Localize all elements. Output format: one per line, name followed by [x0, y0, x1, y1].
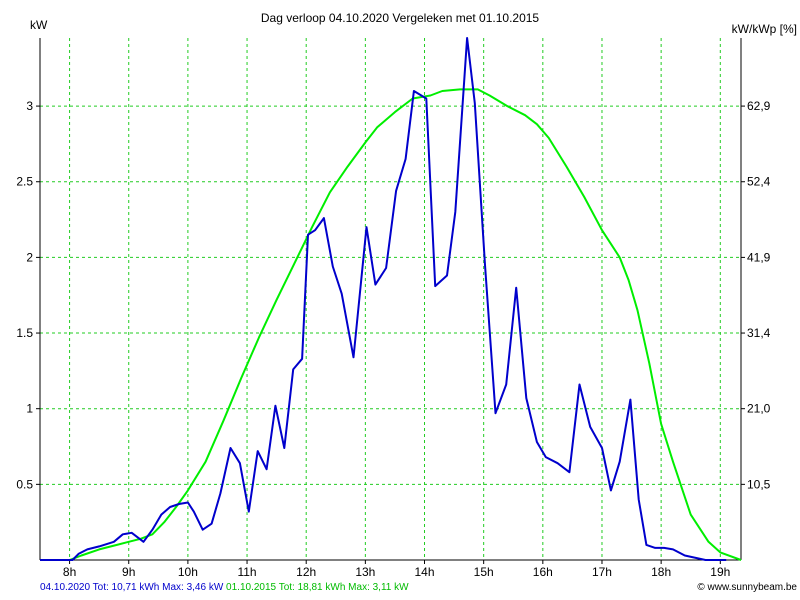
grid: [40, 38, 741, 560]
x-tick-label-17h: 17h: [592, 565, 612, 579]
y-tick-label-left-0.5: 0.5: [16, 477, 33, 491]
x-tick-label-19h: 19h: [710, 565, 730, 579]
series-lines: [40, 37, 742, 561]
footer-credit: © www.sunnybeam.be: [697, 582, 797, 593]
legend-2020: 04.10.2020 Tot: 10,71 kWh Max: 3,46 kW: [40, 582, 224, 593]
y-tick-label-left-2.5: 2.5: [16, 175, 33, 189]
y-tick-label-right-52,4: 52,4: [747, 175, 771, 189]
legend-2015: 01.10.2015 Tot: 18,81 kWh Max: 3,11 kW: [226, 582, 409, 593]
y-tick-label-right-41,9: 41,9: [747, 250, 771, 264]
y-axis-left-label: kW: [30, 18, 48, 32]
y-tick-label-left-3: 3: [26, 99, 33, 113]
y-axis-right-label: kW/kWp [%]: [732, 22, 797, 36]
x-tick-label-15h: 15h: [474, 565, 494, 579]
y-tick-label-right-62,9: 62,9: [747, 99, 771, 113]
x-tick-label-18h: 18h: [651, 565, 671, 579]
x-tick-label-9h: 9h: [122, 565, 135, 579]
y-tick-label-left-2: 2: [26, 250, 33, 264]
y-tick-label-right-21,0: 21,0: [747, 402, 771, 416]
series-line-04.10.2020: [40, 37, 727, 561]
plot-area: [40, 38, 741, 560]
x-tick-label-8h: 8h: [63, 565, 76, 579]
tick-labels: 8h 9h 10h 11h 12h 13h 14h 15h 16h 17h 18h 19h 0.5 10,…: [16, 99, 770, 579]
chart-title: Dag verloop 04.10.2020 Vergeleken met 01…: [261, 11, 540, 25]
x-tick-label-13h: 13h: [355, 565, 375, 579]
y-tick-label-left-1: 1: [26, 402, 33, 416]
y-tick-label-right-31,4: 31,4: [747, 326, 771, 340]
x-tick-label-16h: 16h: [533, 565, 553, 579]
x-tick-label-12h: 12h: [296, 565, 316, 579]
y-tick-label-left-1.5: 1.5: [16, 326, 33, 340]
y-tick-label-right-10,5: 10,5: [747, 477, 771, 491]
x-tick-label-11h: 11h: [237, 565, 256, 579]
footer-legend: 04.10.2020 Tot: 10,71 kWh Max: 3,46 kW 0…: [40, 582, 409, 593]
x-tick-label-10h: 10h: [178, 565, 198, 579]
series-line-01.10.2015: [40, 88, 742, 561]
axes: [36, 38, 745, 564]
x-tick-label-14h: 14h: [414, 565, 434, 579]
